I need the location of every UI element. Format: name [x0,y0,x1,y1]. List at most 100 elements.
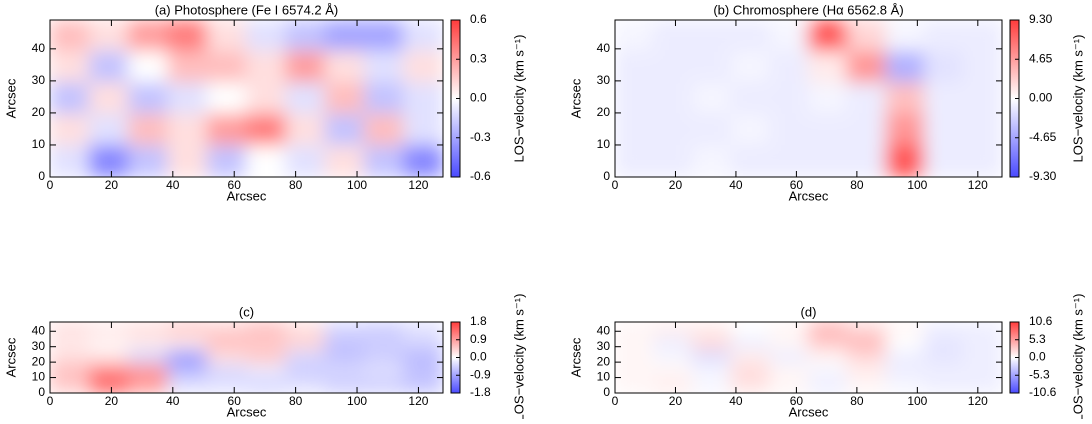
heatmap-cell [324,20,365,52]
heatmap-cell [769,335,809,351]
heatmap-cell [846,349,887,366]
heatmap-cell [924,378,964,393]
heatmap-cell [808,145,848,177]
heatmap-cell [285,335,326,351]
heatmap-cell [246,145,287,177]
heatmap-cell [769,50,809,84]
heatmap-cells [50,20,443,177]
heatmap-cell [324,82,365,115]
heatmap-cell [403,335,443,351]
panel-title: (d) [801,304,817,319]
heatmap-cell [924,113,964,147]
heatmap-cell [691,50,732,84]
x-tick-label: 120 [408,394,428,408]
heatmap [50,322,443,393]
heatmap-cell [962,378,1002,393]
colorbar-tick-label: 0.6 [470,12,487,26]
heatmap-cell [885,364,926,380]
x-tick-label: 100 [347,178,367,192]
heatmap-cell [403,349,443,366]
x-tick-label: 40 [166,178,180,192]
heatmap-cell [962,335,1002,351]
heatmap-cell [363,82,405,115]
heatmap-cell [962,322,1002,337]
colorbar-tick-label: -4.65 [1029,130,1057,144]
heatmap-cell [962,50,1002,84]
heatmap-cell [730,20,771,52]
panel-title: (a) Photosphere (Fe I 6574.2 Å) [155,2,339,17]
heatmap-cell [403,322,443,337]
heatmap-cell [88,50,130,84]
heatmap-cell [324,322,365,337]
heatmap-cell [924,50,964,84]
heatmap [615,322,1002,393]
heatmap-cell [691,145,732,177]
heatmap-cell [50,20,90,52]
heatmap-cell [167,378,208,393]
heatmap-cell [885,20,926,52]
y-tick-label: 20 [32,105,46,119]
heatmap-cell [403,50,443,84]
x-axis-label: Arcsec [227,404,267,419]
heatmap-cell [128,145,169,177]
y-tick-label: 40 [32,323,46,337]
panel: 0 20 40 60 80 100 120 0 10 20 30 40 (a) Photosphere … [3,2,526,203]
heatmap-cell [653,20,693,52]
x-tick-label: 100 [907,178,927,192]
heatmap-cell [846,82,887,115]
heatmap-cell [730,349,771,366]
x-tick-label: 0 [47,178,54,192]
heatmap-cell [206,113,247,147]
heatmap-cell [128,113,169,147]
y-tick-label: 10 [597,370,611,384]
panel-title: (b) Chromosphere (Hα 6562.8 Å) [713,2,903,17]
y-tick-label: 40 [597,323,611,337]
heatmap-cell [50,50,90,84]
heatmap-cell [615,322,655,337]
x-tick-label: 40 [166,394,180,408]
heatmap-cell [128,349,169,366]
heatmap-cell [653,349,693,366]
heatmap-cell [285,349,326,366]
heatmap-cell [403,20,443,52]
plot-frame [49,321,444,394]
heatmap-cell [363,322,405,337]
heatmap-cell [653,335,693,351]
heatmap-cell [885,349,926,366]
heatmap-cell [128,335,169,351]
heatmap-cell [363,364,405,380]
x-tick-label: 60 [790,394,804,408]
heatmap-cell [363,335,405,351]
heatmap-cell [285,322,326,337]
heatmap-cell [924,82,964,115]
heatmap-cell [128,364,169,380]
heatmap-cell [324,50,365,84]
heatmap-cell [769,378,809,393]
y-tick-label: 0 [38,385,45,399]
y-axis-label: Arcsec [3,337,18,377]
heatmap-cell [206,364,247,380]
heatmap-cell [206,20,247,52]
heatmap-cell [167,364,208,380]
heatmap-cell [50,364,90,380]
plot-frame [49,19,444,178]
heatmap-cells [615,20,1002,177]
x-tick-label: 0 [47,394,54,408]
heatmap-cell [962,364,1002,380]
heatmap-cell [653,322,693,337]
y-tick-label: 20 [597,354,611,368]
x-tick-label: 120 [968,394,988,408]
heatmap-cell [808,364,848,380]
colorbar-tick-label: 9.30 [1029,12,1053,26]
heatmap-cell [846,113,887,147]
heatmap-cell [88,364,130,380]
x-tick-label: 80 [289,178,303,192]
heatmap-cell [808,322,848,337]
heatmap-cell [206,322,247,337]
heatmap-cell [691,82,732,115]
heatmap-cell [88,113,130,147]
heatmap-cell [615,349,655,366]
heatmap-cell [403,364,443,380]
x-tick-label: 80 [850,178,864,192]
heatmap-cell [924,322,964,337]
